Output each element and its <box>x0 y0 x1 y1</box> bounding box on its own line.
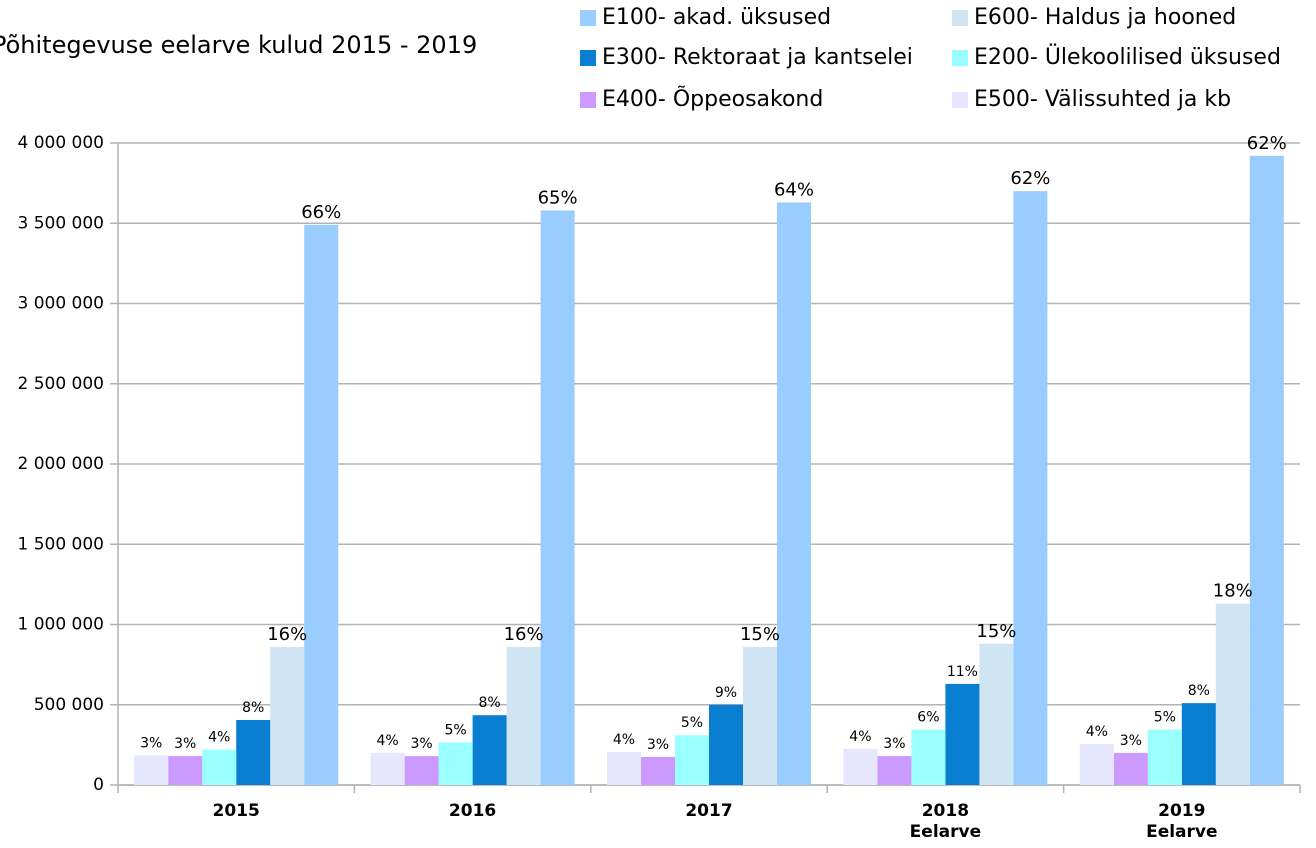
bar <box>506 646 541 785</box>
bar <box>134 755 169 785</box>
legend-label: E500- Välissuhted ja kb <box>974 87 1231 112</box>
data-label: 8% <box>1188 683 1210 699</box>
y-tick-label: 3 000 000 <box>17 294 104 314</box>
data-label: 3% <box>174 736 196 752</box>
bar <box>979 643 1014 785</box>
data-label: 66% <box>301 202 341 223</box>
data-label: 64% <box>774 179 814 200</box>
data-label: 4% <box>376 733 398 749</box>
bar <box>945 683 980 785</box>
x-tick-label: 2019 Eelarve <box>1146 801 1218 842</box>
data-label: 62% <box>1247 133 1287 154</box>
y-tick-label: 1 500 000 <box>17 534 104 554</box>
legend-swatch <box>580 50 596 66</box>
bar <box>1013 191 1048 785</box>
data-label: 3% <box>140 735 162 751</box>
data-label: 8% <box>242 700 264 716</box>
legend-label: E200- Ülekoolilised üksused <box>974 44 1281 70</box>
data-label: 4% <box>613 732 635 748</box>
y-tick-label: 500 000 <box>34 695 104 715</box>
data-label: 5% <box>681 715 703 731</box>
y-tick-label: 1 000 000 <box>17 615 104 635</box>
bar <box>843 748 878 785</box>
bar <box>438 742 473 785</box>
bar <box>202 749 237 785</box>
data-label: 3% <box>410 736 432 752</box>
bar <box>1215 603 1250 785</box>
bar <box>472 715 507 785</box>
bar <box>1147 729 1182 785</box>
data-label: 15% <box>976 621 1016 642</box>
bar <box>777 202 811 785</box>
data-label: 5% <box>444 722 466 738</box>
chart-title: Põhitegevuse eelarve kulud 2015 - 2019 <box>0 31 477 59</box>
legend-swatch <box>952 92 968 108</box>
data-label: 16% <box>504 624 544 645</box>
data-label: 18% <box>1213 581 1253 602</box>
y-tick-label: 0 <box>93 775 104 795</box>
legend-label: E400- Õppeosakond <box>602 85 823 112</box>
bar <box>1181 703 1216 785</box>
legend-label: E100- akad. üksused <box>602 5 831 30</box>
y-tick-label: 2 500 000 <box>17 374 104 394</box>
bar <box>236 719 271 785</box>
bar <box>540 210 575 785</box>
data-label: 11% <box>947 664 978 680</box>
bar <box>1249 155 1284 786</box>
bar <box>743 646 777 785</box>
bar <box>404 756 439 785</box>
data-label: 65% <box>538 187 578 208</box>
y-tick-label: 3 500 000 <box>17 213 104 233</box>
bar <box>1113 752 1148 785</box>
bar <box>911 729 946 785</box>
data-label: 4% <box>849 729 871 745</box>
legend-swatch <box>952 50 968 66</box>
x-tick-label: 2015 <box>212 801 260 821</box>
data-label: 3% <box>647 737 669 753</box>
data-label: 62% <box>1010 168 1050 189</box>
legend-label: E300- Rektoraat ja kantselei <box>602 45 913 70</box>
x-tick-label: 2016 <box>448 801 497 821</box>
data-label: 15% <box>740 624 780 645</box>
legend-swatch <box>952 10 968 26</box>
x-tick-label: 2017 <box>685 801 733 821</box>
data-label: 8% <box>478 695 500 711</box>
data-label: 4% <box>1086 724 1108 740</box>
x-tick-label: 2018 Eelarve <box>909 801 982 842</box>
data-label: 3% <box>883 736 905 752</box>
data-label: 4% <box>208 730 230 746</box>
bar <box>168 756 203 785</box>
bar <box>709 704 743 785</box>
bar <box>641 756 675 785</box>
data-label: 9% <box>715 685 737 701</box>
bar <box>607 752 641 785</box>
data-label: 16% <box>267 624 307 645</box>
bar <box>270 646 305 785</box>
y-tick-label: 4 000 000 <box>17 133 104 153</box>
bar <box>675 735 709 785</box>
legend-label: E600- Haldus ja hooned <box>974 5 1236 30</box>
legend-swatch <box>580 92 596 108</box>
data-label: 3% <box>1120 733 1142 749</box>
data-label: 5% <box>1154 710 1176 726</box>
y-tick-label: 2 000 000 <box>17 454 104 474</box>
bar <box>304 224 339 786</box>
bar <box>1079 744 1114 785</box>
bar <box>370 752 405 785</box>
legend-swatch <box>580 10 596 26</box>
bar <box>877 756 912 785</box>
data-label: 6% <box>917 710 939 726</box>
